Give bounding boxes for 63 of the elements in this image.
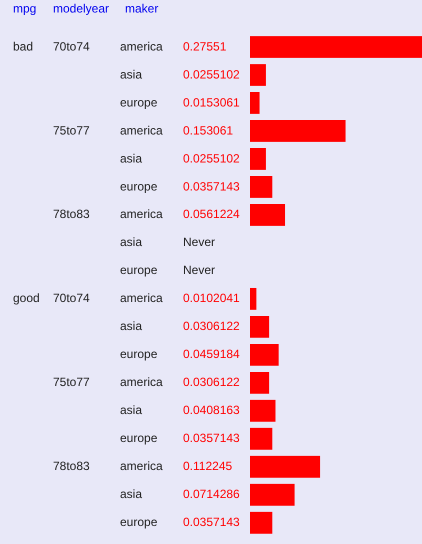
text: mpg (13, 2, 36, 16)
y-tick-label: europe (120, 347, 158, 362)
y-tick-label: asia (120, 403, 142, 418)
data-label: 0.0153061 (183, 95, 240, 110)
bar (250, 344, 279, 366)
data-label: 0.0102041 (183, 291, 240, 306)
bar (250, 428, 272, 450)
bar (250, 288, 256, 310)
data-label: 0.0357143 (183, 515, 240, 530)
text: 78to83 (53, 459, 90, 474)
data-label: 0.0306122 (183, 319, 240, 334)
text: bad (13, 39, 34, 54)
y-tick-label: europe (120, 95, 158, 110)
bar (250, 316, 270, 338)
data-label: 0.0408163 (183, 403, 240, 418)
bar (250, 372, 270, 394)
y-tick-label: america (120, 39, 164, 54)
y-tick-label: america (120, 459, 164, 474)
bar (250, 92, 260, 114)
text: 78to83 (53, 207, 90, 222)
y-tick-label: asia (120, 319, 142, 334)
text: 75to77 (53, 375, 90, 390)
y-tick-label: asia (120, 235, 142, 250)
text: Never (183, 235, 216, 250)
bar (250, 120, 346, 142)
y-tick-label: asia (120, 151, 142, 166)
bar (250, 484, 295, 506)
y-tick-label: america (120, 123, 164, 138)
text: 70to74 (53, 291, 90, 306)
text: 75to77 (53, 123, 90, 138)
text: Never (183, 263, 216, 278)
data-label: 0.0357143 (183, 179, 240, 194)
data-label: 0.0255102 (183, 67, 240, 82)
bar (250, 36, 422, 58)
data-label: 0.0459184 (183, 347, 240, 362)
text: 70to74 (53, 39, 90, 54)
y-tick-label: asia (120, 67, 142, 82)
y-tick-label: america (120, 291, 164, 306)
bar (250, 400, 276, 422)
y-tick-label: europe (120, 515, 158, 530)
y-tick-label: europe (120, 263, 158, 278)
y-tick-label: europe (120, 431, 158, 446)
bar (250, 512, 272, 534)
data-label: 0.0561224 (183, 207, 240, 222)
y-tick-label: america (120, 207, 164, 222)
data-label: 0.0357143 (183, 431, 240, 446)
text: good (13, 291, 40, 306)
bar (250, 456, 320, 478)
text: modelyear (53, 2, 110, 16)
y-tick-label: europe (120, 179, 158, 194)
y-tick-label: asia (120, 487, 142, 502)
data-label: 0.0714286 (183, 487, 240, 502)
bar (250, 176, 272, 198)
y-tick-label: america (120, 375, 164, 390)
bar (250, 204, 286, 226)
data-label: 0.112245 (183, 459, 232, 474)
bar (250, 64, 266, 86)
data-label: 0.27551 (183, 39, 227, 54)
bar (250, 148, 266, 170)
data-label: 0.153061 (183, 123, 234, 138)
data-label: 0.0306122 (183, 375, 240, 390)
text: maker (125, 2, 158, 16)
data-label: 0.0255102 (183, 151, 240, 166)
